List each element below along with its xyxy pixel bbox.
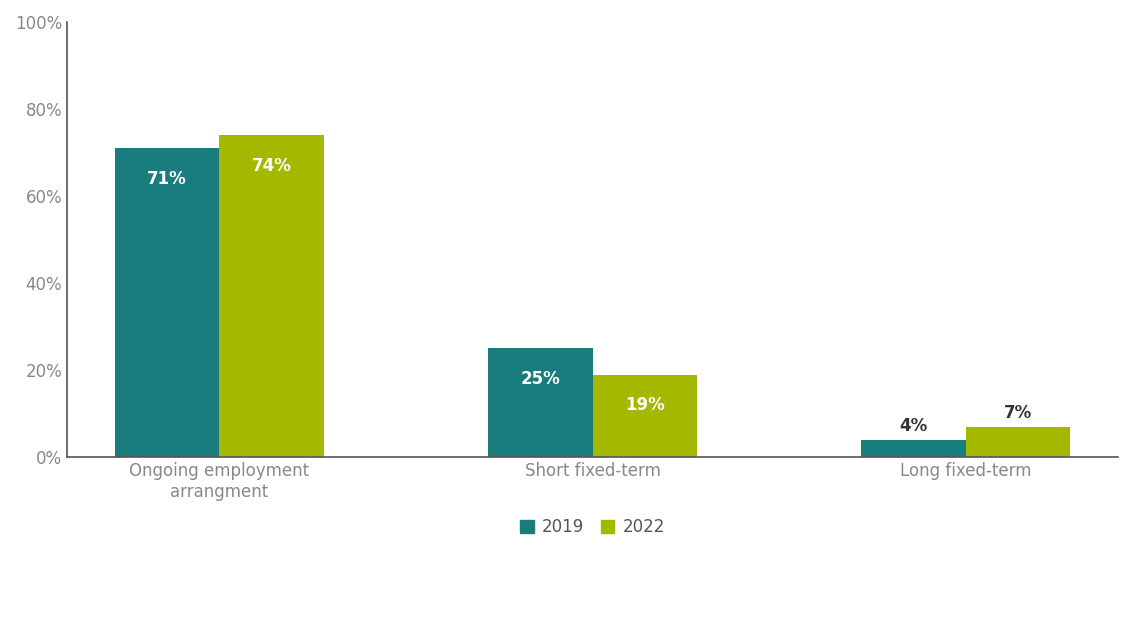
Text: 7%: 7% — [1004, 404, 1032, 422]
Text: 71%: 71% — [147, 170, 187, 188]
Bar — [114, 148, 220, 457]
Text: 4%: 4% — [900, 417, 928, 436]
Text: 74%: 74% — [252, 157, 291, 175]
Text: 25%: 25% — [520, 370, 560, 388]
Legend: 2019, 2022: 2019, 2022 — [512, 510, 673, 544]
Bar — [593, 375, 697, 457]
Bar — [965, 427, 1071, 457]
Bar — [488, 349, 593, 457]
Text: 19%: 19% — [625, 396, 665, 414]
Bar — [861, 440, 965, 457]
Bar — [220, 135, 324, 457]
